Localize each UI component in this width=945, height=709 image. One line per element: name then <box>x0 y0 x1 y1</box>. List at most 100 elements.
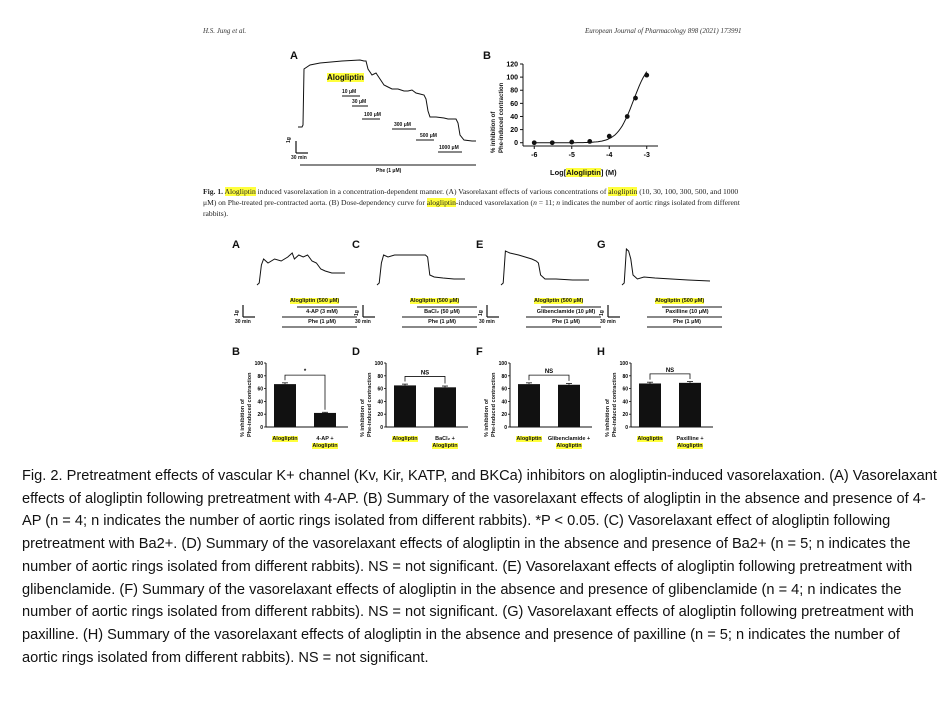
fig2-bar-ytick-label: 100 <box>375 361 384 367</box>
fig2-category-highlight: Alogliptin <box>312 443 338 449</box>
fig2-bar-ytick-label: 100 <box>255 361 264 367</box>
fig2-phe-label: Phe (1 μM) <box>552 319 580 325</box>
fig2-bar-ytick-label: 100 <box>499 361 508 367</box>
fig2-bar-chart: 0 20 40 60 80 100 NS <box>499 361 592 431</box>
fig1a-dose-300: 300 μM <box>394 122 411 128</box>
fig1b-data-point <box>633 95 638 101</box>
fig1a-dose-500: 500 μM <box>420 133 437 139</box>
fig2-drug-text: Alogliptin (500 μM) <box>410 298 460 304</box>
fig2-category-main: Paxilline + <box>676 436 704 442</box>
fig1a-dose-100: 100 μM <box>364 112 381 118</box>
fig2-caption: Fig. 2. Pretreatment effects of vascular… <box>22 468 937 666</box>
fig2-trace-label: G <box>597 239 606 251</box>
fig2-bar <box>434 387 456 427</box>
fig2-drug-text: Alogliptin (500 μM) <box>655 298 705 304</box>
fig2-bar-panel-label: D <box>352 346 360 358</box>
fig2-sig-bracket <box>284 374 326 410</box>
fig2-bar-category-label: Glibenclamide + Alogliptin <box>544 436 594 450</box>
fig2-bar <box>274 384 296 427</box>
fig2-bar-ytick-label: 0 <box>625 425 628 431</box>
fig2-scale-bar <box>486 305 499 318</box>
fig2-bar-ytick-label: 80 <box>501 374 507 380</box>
fig1b-xtick-label: -5 <box>569 152 575 159</box>
fig2-bar-ytick-label: 20 <box>257 412 263 418</box>
fig2-scale-min: 30 min <box>479 319 495 325</box>
fig1a-drug-label: Alogliptin <box>327 73 364 82</box>
fig2-inhibitor-label: BaCl₂ (50 μM) <box>424 309 460 315</box>
fig1b-ytick-label: 0 <box>514 140 518 147</box>
fig2-bar <box>394 385 416 427</box>
fig2-bar-chart: 0 20 40 60 80 100 NS <box>620 361 713 431</box>
fig2-scale-bar <box>242 305 255 318</box>
fig2-bar-ytick-label: 0 <box>504 425 507 431</box>
fig1b-ytick-label: 120 <box>506 62 518 69</box>
fig2-category-main: 4-AP + <box>316 436 334 442</box>
fig1a-tension-trace <box>298 59 476 142</box>
fig2-bar-ytick-label: 40 <box>501 399 507 405</box>
fig2-trace-panel <box>376 254 477 328</box>
fig1b-data-point <box>644 72 650 78</box>
fig2-bar-ytick-label: 0 <box>380 425 383 431</box>
fig2-scale-g: 1g <box>478 310 484 316</box>
fig2-scale-min: 30 min <box>235 319 251 325</box>
fig2-bar-ytick-label: 40 <box>622 399 628 405</box>
fig2-scale-g: 1g <box>354 310 360 316</box>
header-journal: European Journal of Pharmacology 898 (20… <box>585 27 742 35</box>
fig1b-data-point <box>624 114 630 119</box>
fig2-drug-label: Alogliptin (500 μM) <box>655 298 705 304</box>
fig2-scale-bar <box>362 305 375 318</box>
fig2-trace-label: C <box>352 239 360 251</box>
fig2-scale-g: 1g <box>599 310 605 316</box>
fig1a-phe-label: Phe (1 μM) <box>376 168 402 174</box>
fig1b-fit-curve <box>534 71 648 144</box>
fig2-bar-category-label: BaCl₂ + Alogliptin <box>420 436 470 450</box>
fig2-bar-ytick-label: 40 <box>377 399 383 405</box>
fig1b-xlabel: Log[Alogliptin] (M) <box>550 168 617 177</box>
fig1b-xtick-label: -4 <box>606 152 612 159</box>
fig2-drug-text: Alogliptin (500 μM) <box>534 298 584 304</box>
fig2-inhibitor-label: Paxilline (10 μM) <box>665 309 709 315</box>
fig2-category-main: Alogliptin <box>637 436 663 442</box>
fig1b-ylabel: % inhibition of Phe-induced contraction <box>491 82 505 153</box>
fig2-bar-ytick-label: 20 <box>622 412 628 418</box>
fig2-bar-panel-label: F <box>476 346 483 358</box>
fig1-caption: Fig. 1. Alogliptin induced vasorelaxatio… <box>203 187 740 218</box>
fig1b-ytick-label: 100 <box>506 75 518 82</box>
fig1-panel-a-trace <box>295 59 476 166</box>
fig1b-data-point <box>569 139 575 145</box>
fig1b-data-point <box>587 139 593 144</box>
fig1b-xtick-label: -6 <box>531 152 537 159</box>
fig2-bar <box>314 412 336 427</box>
fig2-category-highlight: Alogliptin <box>556 443 582 449</box>
fig2-category-main: Glibenclamide + <box>547 436 591 442</box>
fig1b-data-point <box>531 140 537 146</box>
fig2-bar-ytick-label: 80 <box>622 374 628 380</box>
fig2-phe-label: Phe (1 μM) <box>673 319 701 325</box>
fig2-bar-ytick-label: 60 <box>501 387 507 393</box>
fig2-bar-ytick-label: 20 <box>501 412 507 418</box>
fig2-bar-ytick-label: 20 <box>377 412 383 418</box>
fig2-bar-category-label: 4-AP + Alogliptin <box>300 436 350 450</box>
fig2-tension-trace <box>500 250 589 286</box>
fig2-bar-category-label: Alogliptin <box>504 436 554 443</box>
fig1a-scale-g: 1g <box>286 137 292 143</box>
fig2-trace-panel <box>621 247 722 328</box>
fig2-category-main: BaCl₂ + <box>435 436 455 442</box>
fig2-category-main: Alogliptin <box>272 436 298 442</box>
fig2-category-main: Alogliptin <box>392 436 418 442</box>
fig2-scale-g: 1g <box>234 310 240 316</box>
fig2-bar <box>639 383 661 427</box>
fig2-trace-label: E <box>476 239 484 251</box>
fig2-inhibitor-label: 4-AP (3 mM) <box>306 309 338 315</box>
fig2-bar <box>518 384 540 427</box>
fig2-bar-ytick-label: 40 <box>257 399 263 405</box>
fig2-bar-ytick-label: 60 <box>257 387 263 393</box>
fig1b-xtick-label: -3 <box>644 152 650 159</box>
fig2-bar-panel-label: B <box>232 346 240 358</box>
fig2-trace-label: A <box>232 239 240 251</box>
fig2-bar <box>558 384 580 427</box>
fig2-phe-label: Phe (1 μM) <box>308 319 336 325</box>
fig1b-ytick-label: 40 <box>510 114 518 121</box>
fig1b-dose-response-chart: 0 20 40 60 80 100 120 -6 -5 -4 -3 <box>506 62 658 159</box>
fig2-sig-bracket <box>528 374 570 381</box>
